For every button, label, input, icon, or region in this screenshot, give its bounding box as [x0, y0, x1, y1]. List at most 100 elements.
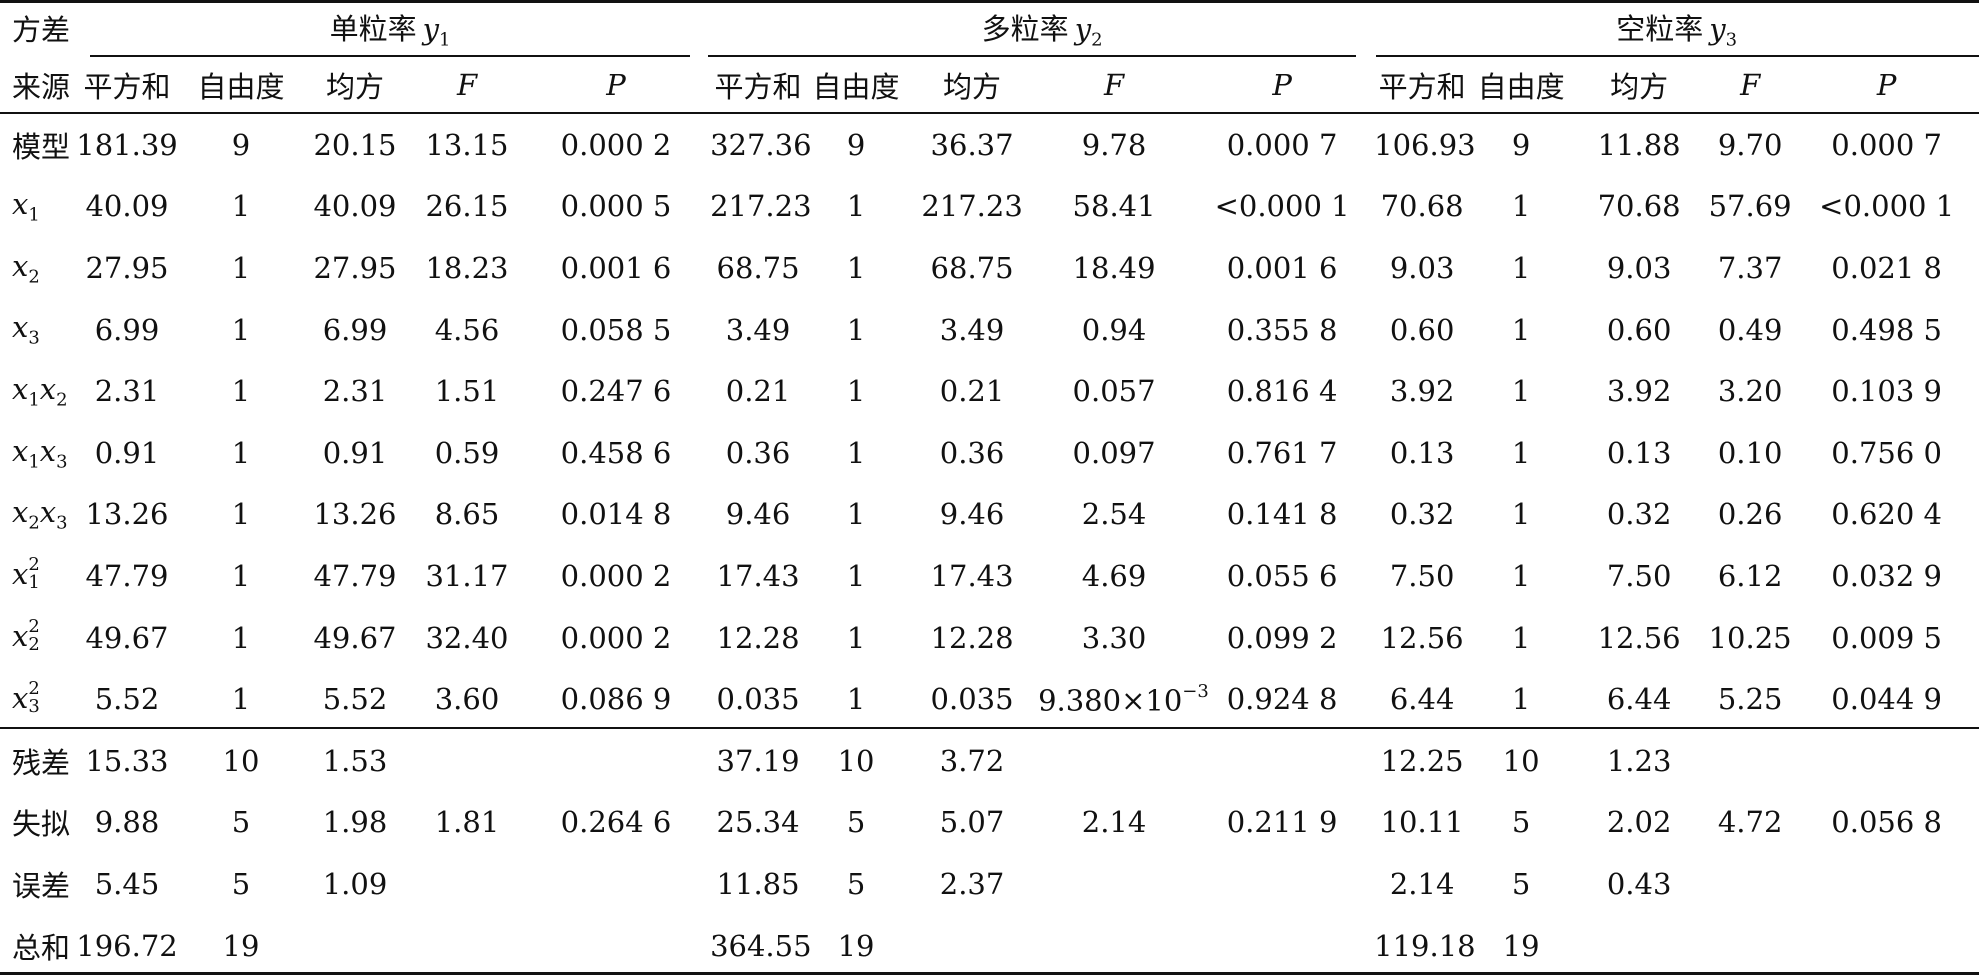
table-cell — [1038, 915, 1190, 976]
table-cell: 5.25 — [1717, 682, 1783, 717]
table-cell: 5.45 — [94, 866, 160, 901]
table-cell: 0.014 8 — [560, 497, 672, 532]
table-cell: 3.60 — [434, 682, 500, 717]
table-cell: 6.44 — [1606, 682, 1672, 717]
table-cell: 0.211 9 — [1226, 805, 1338, 840]
table-cell: 0.247 6 — [560, 374, 672, 409]
table-cell — [1794, 915, 1979, 976]
table-cell: 0.26 — [1717, 497, 1783, 532]
superscript: 2 — [28, 677, 40, 699]
header-row-columns: 来源 平方和 自由度 均方 F P 平方和 自由度 均方 F P 平方和 自由度 均方 F P — [0, 56, 1979, 114]
table-cell: 5.52 — [322, 682, 388, 717]
table-cell: 1 — [846, 374, 866, 409]
table-cell: 31.17 — [425, 558, 509, 593]
table-cell: 1.23 — [1606, 743, 1672, 778]
table-cell: 18.49 — [1072, 250, 1156, 285]
table-cell: 9.03 — [1606, 250, 1672, 285]
table-cell: <0.000 1 — [1819, 189, 1955, 224]
table-cell: 2.31 — [322, 374, 388, 409]
group-label: 多粒率 — [981, 11, 1069, 46]
table-cell: 1 — [846, 312, 866, 347]
row-source: 总和 — [12, 930, 71, 965]
table-cell: 1.09 — [322, 866, 388, 901]
table-cell — [412, 853, 522, 915]
table-cell — [1706, 915, 1794, 976]
table-cell: 1.53 — [322, 743, 388, 778]
subscript: 3 — [28, 695, 40, 717]
table-cell: 9.03 — [1389, 250, 1455, 285]
subscript: 1 — [28, 572, 40, 594]
subscript: 2 — [28, 266, 40, 288]
table-cell: 10.25 — [1708, 620, 1792, 655]
table-cell — [1190, 915, 1374, 976]
table-cell: 0.49 — [1717, 312, 1783, 347]
table-cell: 0.055 6 — [1226, 558, 1338, 593]
table-cell: 20.15 — [313, 127, 397, 162]
variable: x — [39, 372, 57, 407]
table-row: x1x3 0.91 1 0.91 0.59 0.458 6 0.36 1 0.36 0.097 0.… — [0, 422, 1979, 484]
variable: x — [12, 495, 29, 530]
table-cell: 47.79 — [313, 558, 397, 593]
table-cell: 19 — [1502, 928, 1540, 963]
cell-base: 9.380×10 — [1038, 683, 1183, 718]
column-header: F — [456, 68, 478, 102]
variable: x — [12, 187, 29, 222]
table-cell — [522, 730, 710, 792]
variable: x — [39, 495, 57, 530]
table-cell: 1 — [1511, 558, 1531, 593]
source-math: x1x2 — [12, 372, 68, 410]
superscript: 2 — [28, 554, 40, 576]
source-math: x3 — [12, 310, 40, 348]
table-cell: 0.097 — [1072, 435, 1156, 470]
column-header: F — [1104, 68, 1125, 102]
table-cell: 106.93 — [1374, 127, 1476, 162]
table-cell: <0.000 1 — [1214, 189, 1350, 224]
table-cell: 0.94 — [1081, 312, 1147, 347]
table-cell: 19 — [837, 928, 875, 963]
table-cell: 5.52 — [94, 682, 160, 717]
table-cell: 327.36 — [710, 127, 812, 162]
row-source: 模型 — [12, 129, 71, 164]
table-cell: 1 — [846, 250, 866, 285]
table-row: 失拟 9.88 5 1.98 1.81 0.264 6 25.34 5 5.07 2.14 0.21… — [0, 792, 1979, 854]
table-cell: 1 — [1511, 374, 1531, 409]
table-cell: 6.99 — [94, 312, 160, 347]
table-cell: 6.99 — [322, 312, 388, 347]
table-cell: 0.924 8 — [1226, 682, 1338, 717]
table-cell — [522, 915, 710, 976]
table-cell: 0.141 8 — [1226, 497, 1338, 532]
table-cell: 1 — [1511, 497, 1531, 532]
table-cell: 217.23 — [710, 189, 812, 224]
column-header: P — [606, 68, 626, 102]
table-cell: 0.035 — [716, 682, 800, 717]
table-cell: 3.49 — [939, 312, 1005, 347]
table-cell: 0.001 6 — [1226, 250, 1338, 285]
table-cell: 70.68 — [1380, 189, 1464, 224]
variable: x — [12, 372, 29, 407]
table-cell: 49.67 — [85, 620, 169, 655]
table-cell: 0.058 5 — [560, 312, 672, 347]
table-cell: 0.60 — [1606, 312, 1672, 347]
table-cell — [906, 915, 1038, 976]
group-variable-math: y2 — [1075, 12, 1103, 50]
header-row-groups: 方差 单粒率 y1 多粒率 y2 空粒率 y3 — [0, 0, 1979, 56]
table-cell: 0.498 5 — [1831, 312, 1942, 347]
table-cell: 8.65 — [434, 497, 500, 532]
table-cell — [298, 915, 412, 976]
table-cell: 3.49 — [725, 312, 791, 347]
table-cell: 1 — [231, 497, 251, 532]
table-cell: 2.14 — [1389, 866, 1455, 901]
table-cell: 0.21 — [939, 374, 1005, 409]
table-cell: 0.816 4 — [1226, 374, 1338, 409]
table-cell: 7.50 — [1606, 558, 1672, 593]
table-cell: 0.264 6 — [560, 805, 672, 840]
table-cell: 17.43 — [716, 558, 800, 593]
table-cell: 57.69 — [1708, 189, 1792, 224]
table-cell: 9 — [846, 127, 866, 162]
table-cell: 1.81 — [434, 805, 500, 840]
row-source: x1x3 — [0, 422, 70, 484]
table-cell: 1 — [1511, 620, 1531, 655]
